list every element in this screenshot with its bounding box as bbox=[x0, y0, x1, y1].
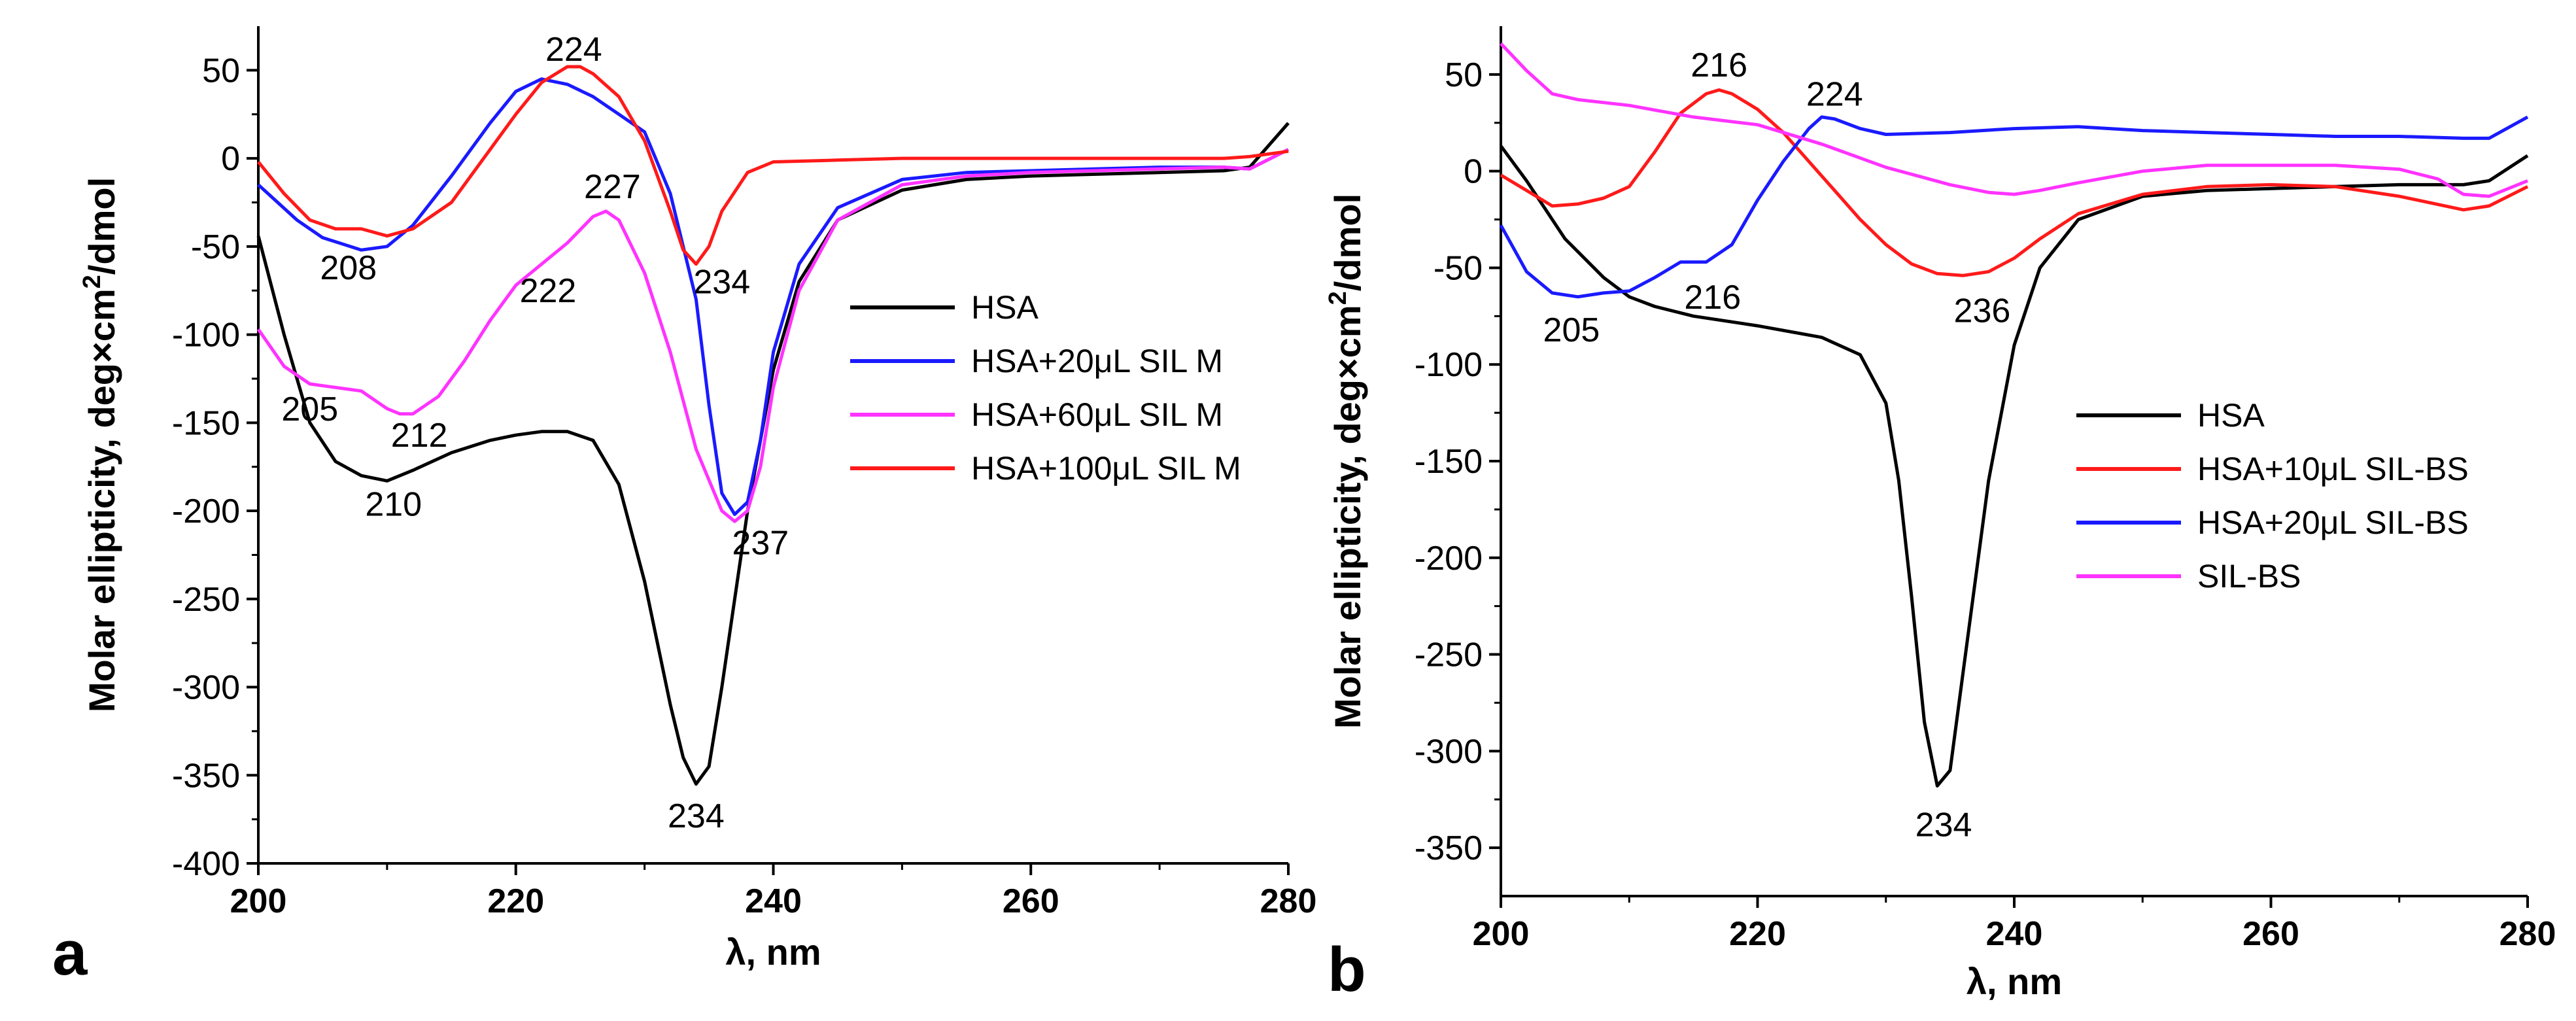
panel-letter: b bbox=[1328, 935, 1366, 1005]
x-tick-label: 240 bbox=[745, 882, 802, 920]
series-line-3 bbox=[256, 148, 1290, 523]
y-tick-label: -300 bbox=[172, 669, 240, 707]
peak-annotation: 237 bbox=[732, 525, 789, 562]
y-tick-label: 50 bbox=[202, 52, 240, 90]
x-tick-label: 220 bbox=[1729, 915, 1786, 953]
peak-annotation: 236 bbox=[1954, 292, 2011, 330]
series-line-1 bbox=[256, 122, 1290, 786]
y-tick-label: -50 bbox=[191, 228, 240, 266]
y-tick-label: -350 bbox=[172, 757, 240, 795]
y-tick-label: -150 bbox=[172, 404, 240, 442]
legend-label-3: HSA+60μL SIL M bbox=[971, 396, 1223, 433]
series-line-4 bbox=[1500, 42, 2528, 198]
y-tick-label: -50 bbox=[1434, 249, 1483, 287]
y-axis-title: Molar ellipticity, deg×cm2/dmol bbox=[78, 177, 122, 712]
x-tick-label: 280 bbox=[1260, 882, 1317, 920]
legend-label-1: HSA bbox=[2197, 397, 2265, 434]
legend-label-4: HSA+100μL SIL M bbox=[971, 450, 1241, 487]
peak-annotation: 216 bbox=[1684, 279, 1741, 317]
peak-annotation: 224 bbox=[545, 31, 602, 69]
peak-annotation: 234 bbox=[693, 264, 750, 302]
y-tick-label: -350 bbox=[1415, 829, 1483, 867]
chart-panel-b: 50 0 -50 -100 -150 -200 -250 -300 -350 200 220 240 2… bbox=[1324, 26, 2556, 1005]
x-tick-label: 220 bbox=[487, 882, 544, 920]
peak-annotation: 227 bbox=[584, 168, 641, 206]
y-tick-label: -200 bbox=[172, 493, 240, 530]
legend-label-2: HSA+20μL SIL M bbox=[971, 343, 1223, 379]
panel-letter: a bbox=[52, 918, 88, 988]
series-line-1 bbox=[1499, 145, 2529, 787]
y-tick-label: -300 bbox=[1415, 733, 1483, 770]
y-tick-label: -250 bbox=[1415, 636, 1483, 674]
y-tick-label: -100 bbox=[1415, 346, 1483, 384]
peak-annotation: 205 bbox=[1543, 311, 1600, 349]
series-line-2 bbox=[1500, 88, 2529, 277]
y-axis-title: Molar ellipticity, deg×cm2/dmol bbox=[1324, 194, 1368, 729]
peak-annotation: 234 bbox=[668, 797, 725, 835]
legend-label-2: HSA+10μL SIL-BS bbox=[2197, 451, 2469, 487]
y-tick-label: 0 bbox=[1464, 153, 1483, 191]
y-tick-label: -400 bbox=[172, 845, 240, 883]
peak-annotation: 234 bbox=[1915, 806, 1972, 844]
peak-annotation: 205 bbox=[281, 390, 338, 428]
legend-label-1: HSA bbox=[971, 289, 1039, 326]
legend-label-3: HSA+20μL SIL-BS bbox=[2197, 504, 2469, 541]
series-line-2 bbox=[257, 77, 1290, 516]
y-tick-label: -250 bbox=[172, 581, 240, 619]
x-tick-label: 240 bbox=[1986, 915, 2043, 953]
x-tick-label: 260 bbox=[2242, 915, 2299, 953]
x-tick-label: 200 bbox=[1473, 915, 1530, 953]
y-tick-label: -150 bbox=[1415, 443, 1483, 481]
y-tick-label: 50 bbox=[1445, 56, 1483, 94]
series-line-3 bbox=[1499, 115, 2529, 299]
peak-annotation: 212 bbox=[391, 417, 448, 455]
x-axis-title: λ, nm bbox=[1966, 961, 2062, 1002]
y-tick-label: 0 bbox=[221, 140, 240, 178]
peak-annotation: 208 bbox=[320, 249, 377, 287]
x-axis-title: λ, nm bbox=[725, 931, 821, 973]
peak-annotation: 222 bbox=[520, 272, 577, 310]
x-tick-label: 200 bbox=[230, 882, 287, 920]
legend-label-4: SIL-BS bbox=[2197, 558, 2301, 595]
peak-annotation: 224 bbox=[1806, 75, 1863, 113]
y-tick-label: -200 bbox=[1415, 540, 1483, 578]
x-tick-label: 280 bbox=[2499, 915, 2556, 953]
x-tick-label: 260 bbox=[1003, 882, 1059, 920]
y-tick-label: -100 bbox=[172, 317, 240, 355]
series-line-4 bbox=[257, 65, 1289, 266]
peak-annotation: 210 bbox=[365, 485, 422, 523]
peak-annotation: 216 bbox=[1691, 46, 1747, 84]
